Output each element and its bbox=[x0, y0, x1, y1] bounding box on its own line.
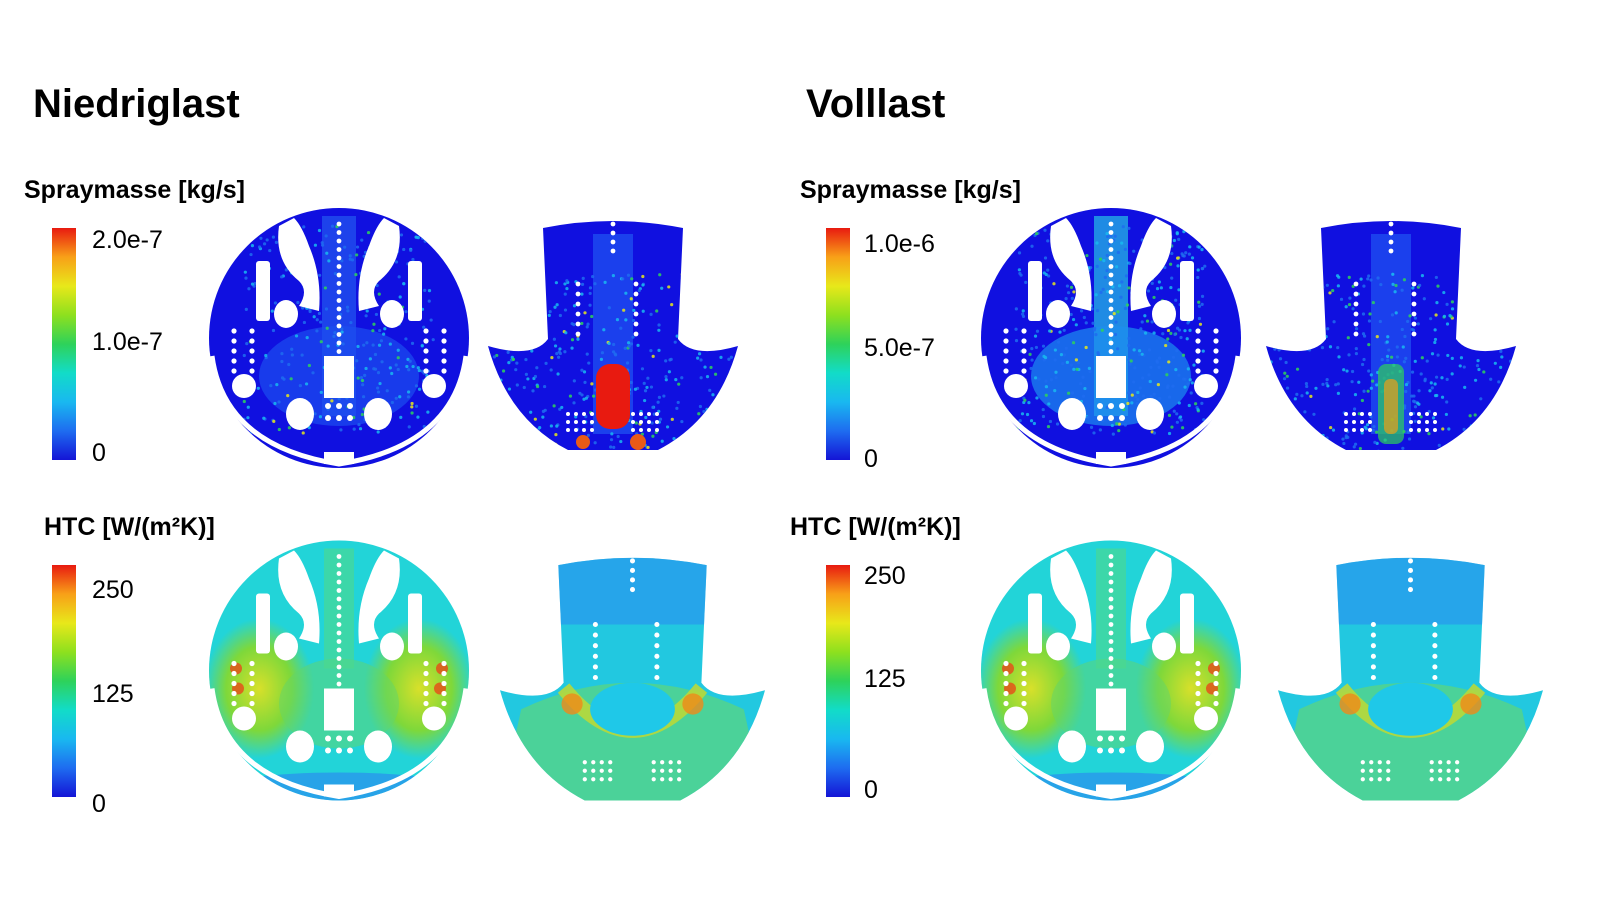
spray-label-niedriglast: Spraymasse [kg/s] bbox=[24, 176, 245, 204]
htc-label-volllast: HTC [W/(m²K)] bbox=[790, 513, 961, 541]
colorbar-htc-niedriglast bbox=[52, 565, 76, 797]
colorbar-spray-volllast bbox=[826, 228, 850, 460]
spray-label-volllast: Spraymasse [kg/s] bbox=[800, 176, 1021, 204]
tick-spray-mid-volllast: 5.0e-7 bbox=[864, 334, 935, 362]
tick-spray-min-volllast: 0 bbox=[864, 445, 878, 473]
column-title-niedriglast: Niedriglast bbox=[33, 82, 240, 126]
tick-spray-max-niedriglast: 2.0e-7 bbox=[92, 226, 163, 254]
tick-spray-max-volllast: 1.0e-6 bbox=[864, 230, 935, 258]
htc-label-niedriglast: HTC [W/(m²K)] bbox=[44, 513, 215, 541]
tick-spray-mid-niedriglast: 1.0e-7 bbox=[92, 328, 163, 356]
tick-htc-max-volllast: 250 bbox=[864, 562, 906, 590]
curved-part-spray-volllast bbox=[1266, 221, 1516, 450]
tick-htc-mid-niedriglast: 125 bbox=[92, 680, 134, 708]
curved-part-spray-niedriglast bbox=[488, 221, 738, 450]
tick-spray-min-niedriglast: 0 bbox=[92, 439, 106, 467]
colorbar-spray-niedriglast bbox=[52, 228, 76, 460]
tick-htc-max-niedriglast: 250 bbox=[92, 576, 134, 604]
round-plate-htc-niedriglast bbox=[209, 540, 469, 801]
tick-htc-min-niedriglast: 0 bbox=[92, 790, 106, 818]
tick-htc-mid-volllast: 125 bbox=[864, 665, 906, 693]
tick-htc-min-volllast: 0 bbox=[864, 776, 878, 804]
curved-part-htc-volllast bbox=[1278, 557, 1543, 801]
round-plate-spray-niedriglast bbox=[209, 208, 469, 468]
round-plate-spray-volllast bbox=[981, 208, 1241, 468]
column-title-volllast: Volllast bbox=[806, 82, 946, 126]
colorbar-htc-volllast bbox=[826, 565, 850, 797]
round-plate-htc-volllast bbox=[981, 540, 1241, 801]
curved-part-htc-niedriglast bbox=[500, 557, 765, 801]
